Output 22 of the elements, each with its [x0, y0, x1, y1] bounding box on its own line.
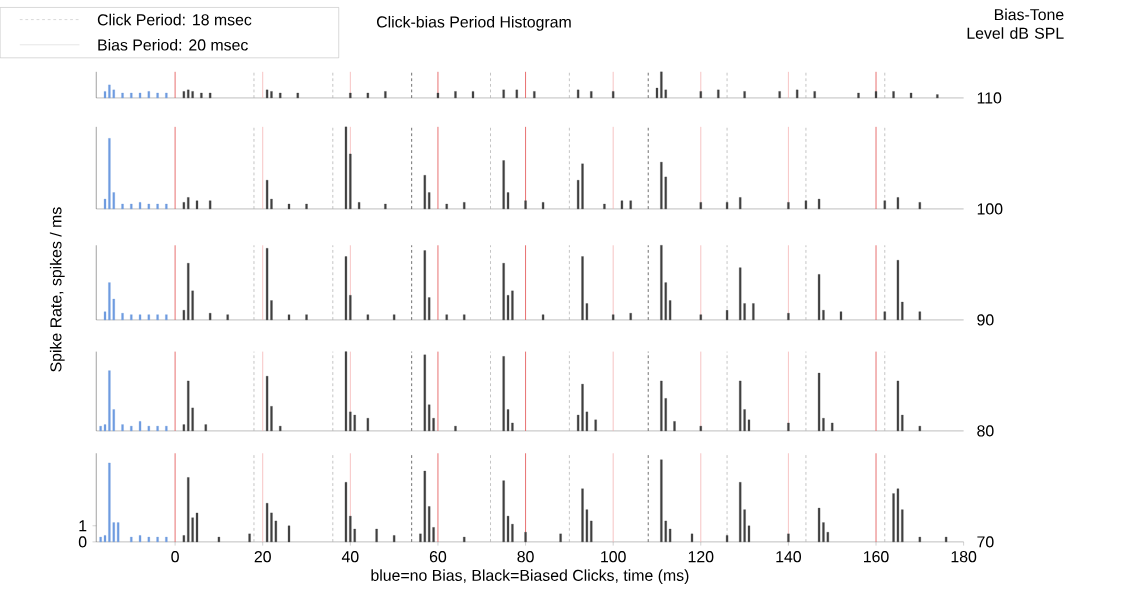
- y2-axis-title: 90: [977, 314, 994, 326]
- chart-title: Click-bias Period Histogram: [376, 16, 571, 31]
- y2-axis-title: 110: [977, 92, 1002, 104]
- y2-axis-title: 100: [977, 203, 1003, 215]
- y-axis-title: Spike Rate, spikes / ms: [49, 207, 65, 372]
- x-tick-label: 120: [688, 551, 714, 563]
- y2-axis-title: 70: [977, 536, 994, 548]
- y2-axis-title: 80: [977, 425, 994, 437]
- x-tick-label: 180: [951, 551, 977, 563]
- x-tick-label: 0: [171, 551, 179, 563]
- text: Bias Period: 20 msec: [98, 39, 248, 51]
- x-axis-title: blue=no Bias, Black=Biased Clicks, time (ms): [371, 569, 689, 585]
- text: Click Period: 18 msec: [97, 14, 252, 26]
- x-tick-label: 100: [601, 551, 626, 563]
- x-tick-label: 80: [517, 551, 534, 563]
- x-tick-label: 20: [254, 551, 271, 563]
- x-tick-label: 160: [864, 551, 889, 563]
- x-tick-label: 60: [429, 551, 447, 563]
- text: Bias-Tone Level dB SPL: [967, 8, 1064, 40]
- x-tick-label: 140: [776, 551, 802, 563]
- x-tick-label: 40: [341, 551, 359, 563]
- y-tick-label: 1: [79, 520, 87, 532]
